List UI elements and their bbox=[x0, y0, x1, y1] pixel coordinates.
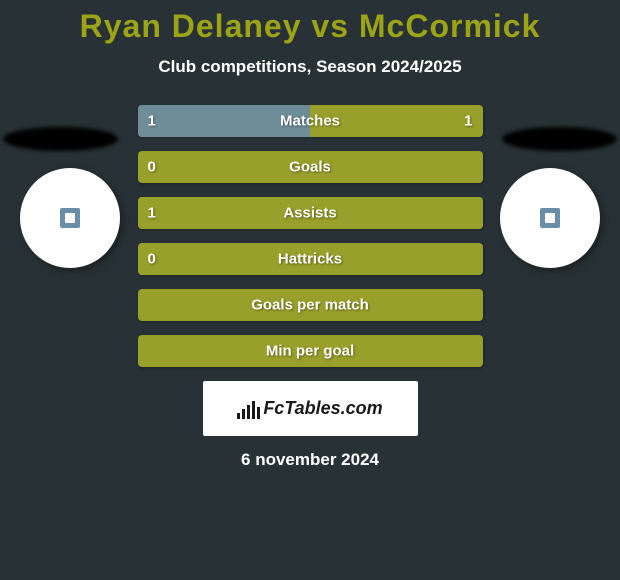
player2-badge bbox=[500, 168, 600, 268]
subtitle: Club competitions, Season 2024/2025 bbox=[0, 57, 620, 77]
player1-icon bbox=[60, 208, 80, 228]
stat-label: Matches bbox=[280, 113, 340, 130]
stat-left-value: 1 bbox=[148, 205, 156, 222]
comparison-container: Ryan Delaney vs McCormick Club competiti… bbox=[0, 0, 620, 580]
stat-bar: 0 Hattricks bbox=[138, 243, 483, 275]
stat-bar: 1 Matches 1 bbox=[138, 105, 483, 137]
player2-icon bbox=[540, 208, 560, 228]
chart-bar bbox=[237, 413, 240, 419]
stat-left-value: 0 bbox=[148, 159, 156, 176]
stats-wrapper: 1 Matches 1 0 Goals 1 Assists 0 Hattricks Goals p… bbox=[138, 105, 483, 367]
stat-label: Min per goal bbox=[266, 343, 354, 360]
player2-shadow bbox=[502, 127, 617, 151]
chart-bar bbox=[242, 409, 245, 419]
player1-shadow bbox=[3, 127, 118, 151]
player1-badge bbox=[20, 168, 120, 268]
date-text: 6 november 2024 bbox=[0, 450, 620, 470]
branding-box: FcTables.com bbox=[203, 381, 418, 436]
stat-label: Goals bbox=[289, 159, 331, 176]
branding-text: FcTables.com bbox=[263, 398, 382, 419]
stat-bar: 0 Goals bbox=[138, 151, 483, 183]
chart-bar bbox=[257, 407, 260, 419]
stat-left-value: 0 bbox=[148, 251, 156, 268]
stat-label: Goals per match bbox=[251, 297, 369, 314]
chart-bar bbox=[247, 405, 250, 419]
page-title: Ryan Delaney vs McCormick bbox=[0, 8, 620, 45]
stat-bar: Min per goal bbox=[138, 335, 483, 367]
stat-label: Hattricks bbox=[278, 251, 342, 268]
player2-icon-inner bbox=[545, 213, 555, 223]
stat-left-value: 1 bbox=[148, 113, 156, 130]
chart-bar bbox=[252, 401, 255, 419]
player1-icon-inner bbox=[65, 213, 75, 223]
branding-logo: FcTables.com bbox=[237, 398, 382, 419]
stat-right-value: 1 bbox=[464, 113, 472, 130]
stat-label: Assists bbox=[283, 205, 336, 222]
chart-icon bbox=[237, 399, 260, 419]
stat-bar: Goals per match bbox=[138, 289, 483, 321]
stat-bar: 1 Assists bbox=[138, 197, 483, 229]
